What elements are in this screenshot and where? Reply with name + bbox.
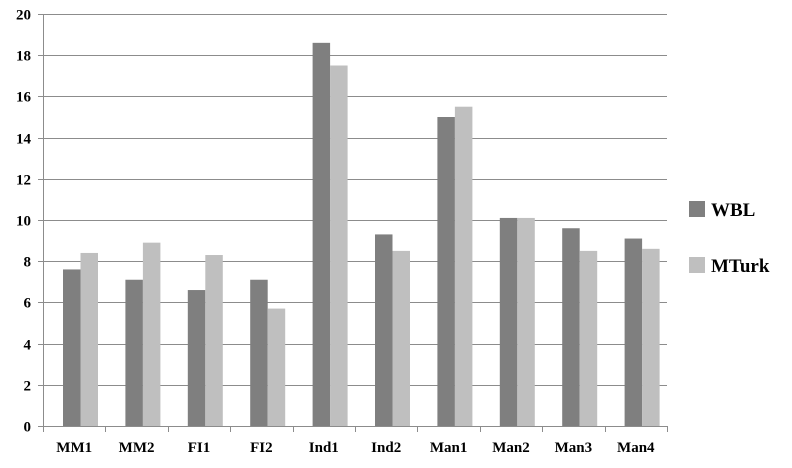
x-tick-label: FI1 <box>188 440 211 456</box>
bars <box>63 42 660 427</box>
y-tick-label: 8 <box>24 255 32 271</box>
x-tick-label: Man2 <box>492 440 530 456</box>
bar-wbl-man2 <box>499 217 518 426</box>
bar-mturk-mm1 <box>80 252 98 426</box>
bar-wbl-mm2 <box>125 279 143 426</box>
x-tick-label: MM1 <box>56 440 92 456</box>
bar-wbl-mm1 <box>63 269 81 426</box>
bar-mturk-mm2 <box>142 242 161 426</box>
x-tick-label: Ind1 <box>309 440 339 456</box>
x-tick-label: FI2 <box>250 440 273 456</box>
bar-mturk-ind2 <box>392 250 410 426</box>
legend-label-mturk: MTurk <box>711 256 770 277</box>
legend-swatch-wbl <box>689 201 705 217</box>
bar-wbl-man1 <box>437 117 455 426</box>
legend-label-wbl: WBL <box>711 200 755 221</box>
bar-mturk-man4 <box>642 248 660 426</box>
bar-wbl-fi1 <box>187 290 206 426</box>
bar-wbl-ind2 <box>375 234 393 426</box>
legend: WBL MTurk <box>689 200 770 277</box>
y-tick-label: 10 <box>16 214 31 230</box>
bar-wbl-man4 <box>624 238 643 426</box>
bar-wbl-man3 <box>562 228 580 426</box>
y-tick-label: 14 <box>16 132 32 148</box>
y-tick-label: 12 <box>16 173 31 189</box>
y-tick-label: 16 <box>16 90 32 106</box>
bar-wbl-fi2 <box>250 279 268 426</box>
bar-mturk-fi1 <box>205 255 223 426</box>
y-tick-labels: 0 2 4 6 8 10 12 14 16 18 20 <box>16 8 32 436</box>
x-tick-labels: MM1 MM2 FI1 FI2 Ind1 Ind2 Man1 Man2 Man3 Man4 <box>56 440 655 456</box>
bar-mturk-man1 <box>454 106 473 426</box>
axes <box>38 14 668 432</box>
y-tick-label: 2 <box>24 379 32 395</box>
y-tick-label: 0 <box>24 420 32 436</box>
bar-wbl-ind1 <box>312 42 331 427</box>
bar-mturk-fi2 <box>267 308 286 426</box>
x-tick-label: Man1 <box>430 440 468 456</box>
y-tick-label: 20 <box>16 8 31 24</box>
x-tick-label: MM2 <box>119 440 155 456</box>
bar-mturk-man2 <box>517 217 535 426</box>
bar-mturk-man3 <box>579 250 598 426</box>
x-tick-label: Man4 <box>617 440 655 456</box>
bar-mturk-ind1 <box>330 65 348 426</box>
y-tick-label: 4 <box>24 338 32 354</box>
legend-swatch-mturk <box>689 257 705 273</box>
y-tick-label: 18 <box>16 49 31 65</box>
y-tick-label: 6 <box>24 296 32 312</box>
x-tick-label: Ind2 <box>371 440 401 456</box>
x-tick-label: Man3 <box>555 440 593 456</box>
